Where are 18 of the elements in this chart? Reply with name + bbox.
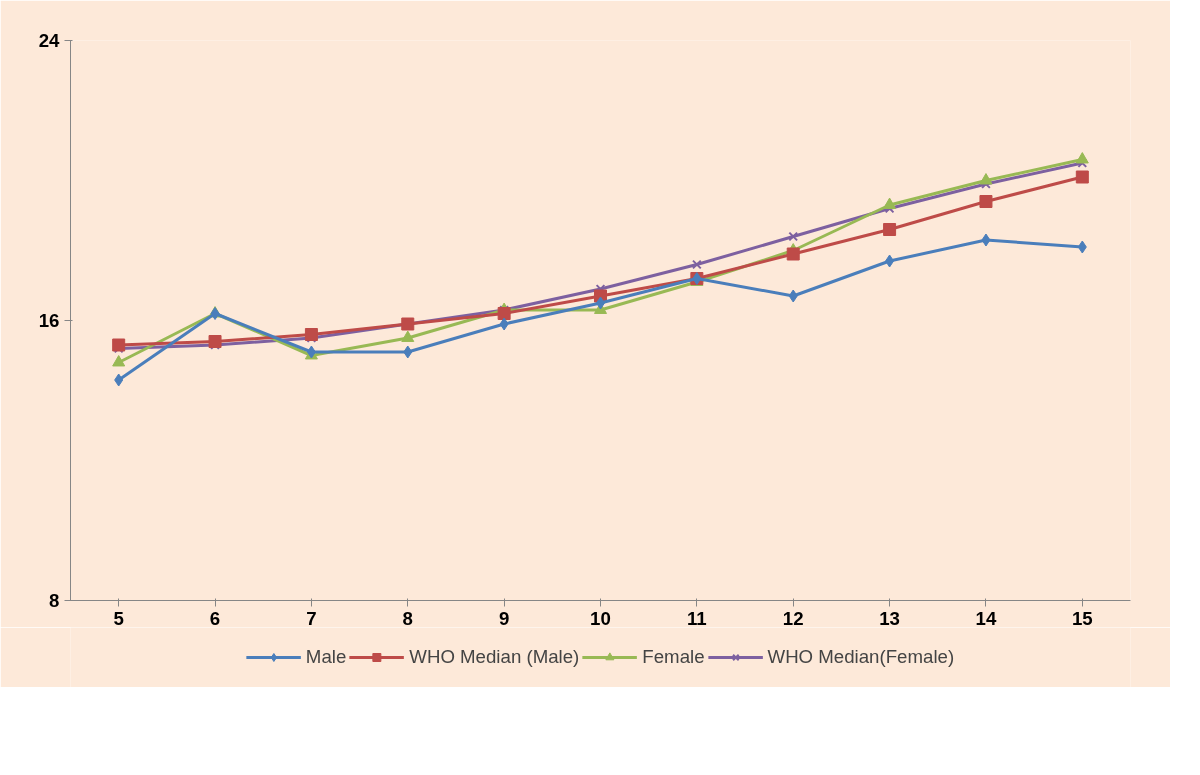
- x-tick-label: 15: [1071, 607, 1093, 629]
- x-tick-label: 9: [498, 607, 510, 629]
- legend-label: WHO Median (Male): [409, 646, 580, 668]
- x-tick-label: 13: [879, 607, 900, 629]
- legend-label: Male: [305, 646, 347, 668]
- y-tick-label: 8: [49, 590, 60, 611]
- x-tick-label: 7: [306, 607, 317, 629]
- x-tick-label: 12: [782, 607, 804, 629]
- legend-label: WHO Median(Female): [767, 646, 955, 668]
- x-tick-label: 14: [975, 607, 997, 629]
- x-tick-label: 10: [590, 607, 611, 629]
- x-tick-label: 11: [687, 607, 707, 629]
- x-tick-label: 6: [209, 607, 221, 629]
- x-tick-label: 8: [402, 607, 413, 629]
- y-tick-label: 16: [38, 310, 60, 331]
- y-tick-label: 24: [38, 30, 61, 51]
- x-tick-label: 5: [113, 607, 124, 629]
- legend-label: Female: [642, 646, 705, 668]
